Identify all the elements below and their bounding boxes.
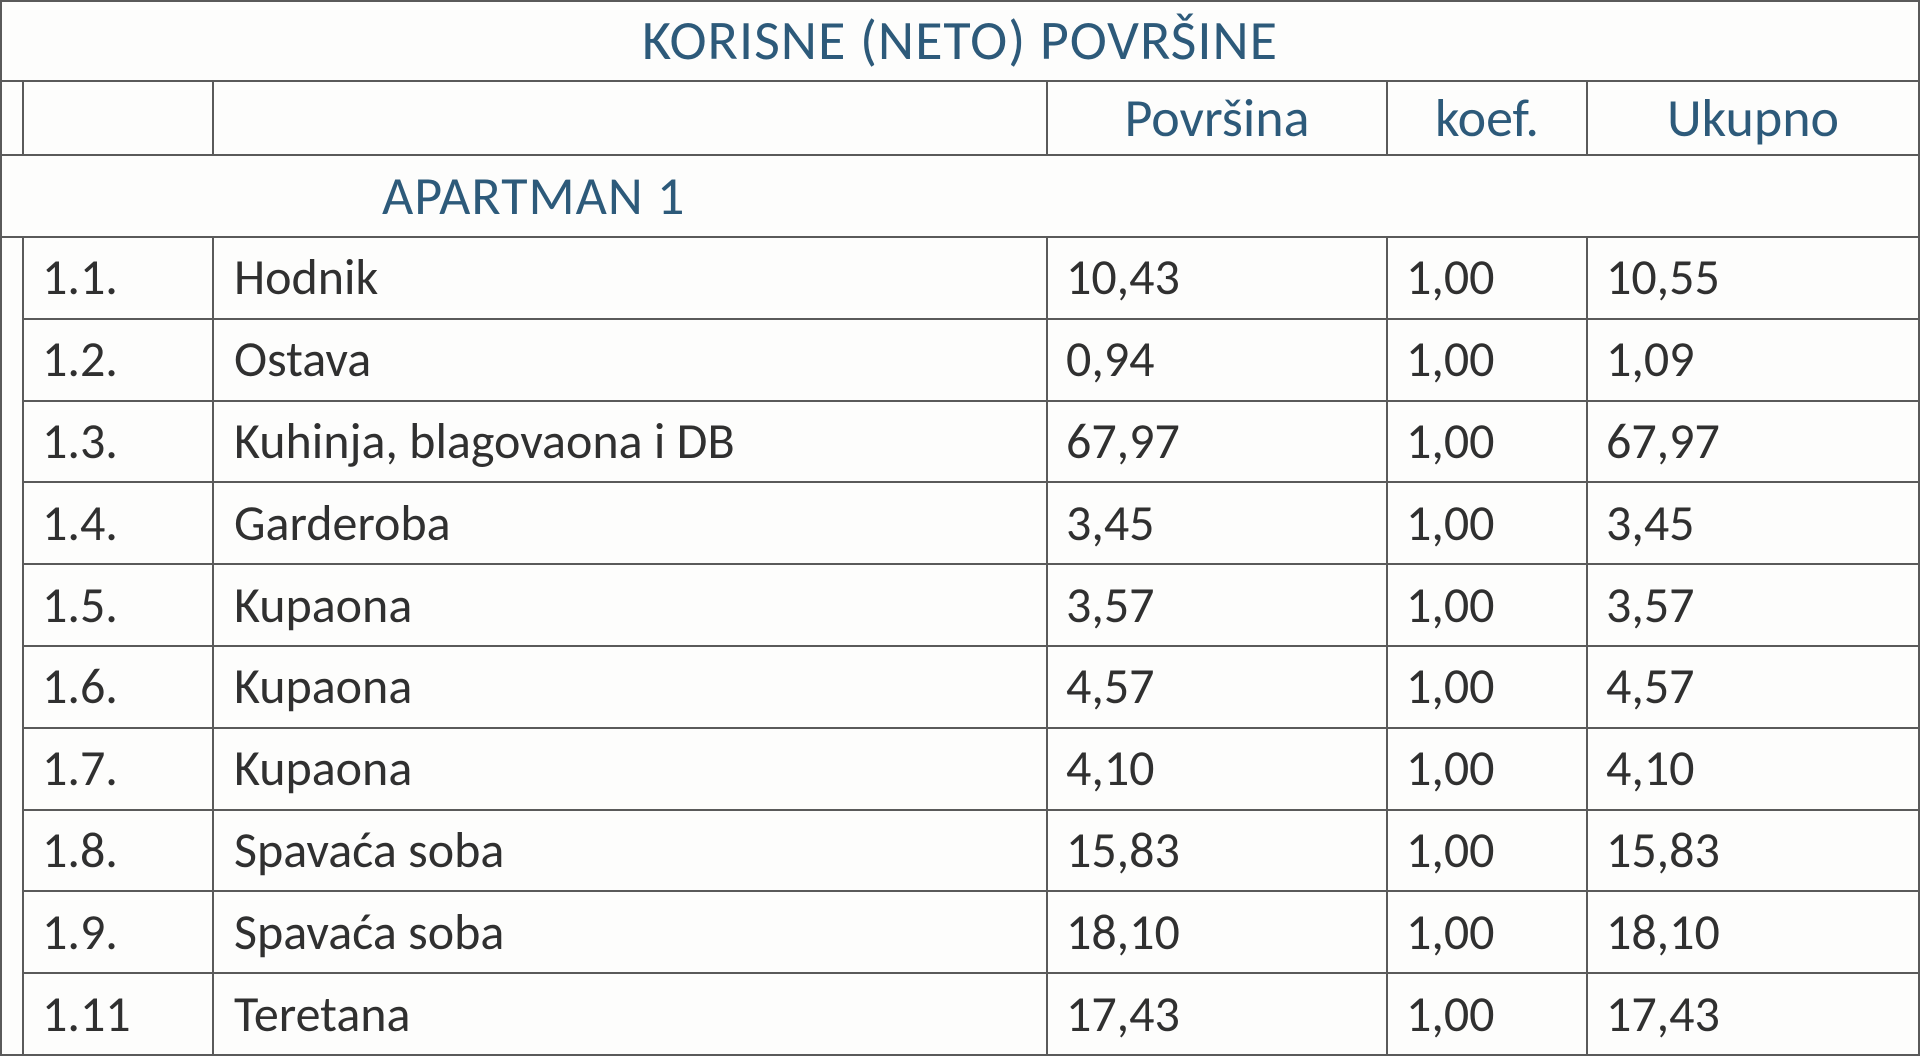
cell-coef: 1,00 [1388, 402, 1588, 482]
cell-name: Garderoba [214, 483, 1048, 563]
cell-area: 4,10 [1048, 729, 1388, 809]
cell-area: 67,97 [1048, 402, 1388, 482]
cell-coef: 1,00 [1388, 811, 1588, 891]
table-title: KORISNE (NETO) POVRŠINE [2, 2, 1918, 82]
header-number [24, 82, 214, 154]
table-row: 1.9.Spavaća soba18,101,0018,10 [24, 892, 1918, 974]
cell-coef: 1,00 [1388, 320, 1588, 400]
table-rows: 1.1.Hodnik10,431,0010,551.2.Ostava0,941,… [24, 238, 1918, 1054]
cell-area: 15,83 [1048, 811, 1388, 891]
table-row: 1.7.Kupaona4,101,004,10 [24, 729, 1918, 811]
cell-total: 3,45 [1588, 483, 1918, 563]
cell-number: 1.4. [24, 483, 214, 563]
cell-coef: 1,00 [1388, 565, 1588, 645]
cell-area: 0,94 [1048, 320, 1388, 400]
cell-number: 1.11 [24, 974, 214, 1054]
cell-total: 10,55 [1588, 238, 1918, 318]
header-name [214, 82, 1048, 154]
cell-number: 1.9. [24, 892, 214, 972]
cell-area: 4,57 [1048, 647, 1388, 727]
cell-coef: 1,00 [1388, 974, 1588, 1054]
cell-area: 3,57 [1048, 565, 1388, 645]
table-row: 1.8.Spavaća soba15,831,0015,83 [24, 811, 1918, 893]
table-body: 1.1.Hodnik10,431,0010,551.2.Ostava0,941,… [2, 238, 1918, 1054]
section-heading: APARTMAN 1 [2, 156, 1918, 238]
cell-coef: 1,00 [1388, 892, 1588, 972]
header-area: Površina [1048, 82, 1388, 154]
cell-area: 18,10 [1048, 892, 1388, 972]
cell-total: 17,43 [1588, 974, 1918, 1054]
area-table: KORISNE (NETO) POVRŠINE Površina koef. U… [0, 0, 1920, 1056]
cell-name: Kupaona [214, 565, 1048, 645]
table-row: 1.4.Garderoba3,451,003,45 [24, 483, 1918, 565]
cell-name: Kupaona [214, 729, 1048, 809]
cell-name: Teretana [214, 974, 1048, 1054]
cell-area: 10,43 [1048, 238, 1388, 318]
cell-number: 1.3. [24, 402, 214, 482]
cell-coef: 1,00 [1388, 483, 1588, 563]
table-row: 1.5.Kupaona3,571,003,57 [24, 565, 1918, 647]
cell-coef: 1,00 [1388, 729, 1588, 809]
cell-name: Spavaća soba [214, 811, 1048, 891]
cell-coef: 1,00 [1388, 647, 1588, 727]
gutter-cell [2, 82, 24, 154]
cell-total: 67,97 [1588, 402, 1918, 482]
cell-number: 1.1. [24, 238, 214, 318]
gutter-column [2, 238, 24, 1054]
table-row: 1.6.Kupaona4,571,004,57 [24, 647, 1918, 729]
cell-number: 1.7. [24, 729, 214, 809]
cell-total: 15,83 [1588, 811, 1918, 891]
cell-name: Spavaća soba [214, 892, 1048, 972]
cell-name: Kupaona [214, 647, 1048, 727]
cell-name: Hodnik [214, 238, 1048, 318]
cell-name: Ostava [214, 320, 1048, 400]
cell-total: 4,10 [1588, 729, 1918, 809]
cell-area: 17,43 [1048, 974, 1388, 1054]
cell-area: 3,45 [1048, 483, 1388, 563]
header-coef: koef. [1388, 82, 1588, 154]
cell-number: 1.5. [24, 565, 214, 645]
cell-total: 18,10 [1588, 892, 1918, 972]
cell-total: 3,57 [1588, 565, 1918, 645]
cell-number: 1.8. [24, 811, 214, 891]
table-row: 1.11Teretana17,431,0017,43 [24, 974, 1918, 1054]
cell-total: 1,09 [1588, 320, 1918, 400]
header-total: Ukupno [1588, 82, 1918, 154]
table-row: 1.3.Kuhinja, blagovaona i DB67,971,0067,… [24, 402, 1918, 484]
table-row: 1.2.Ostava0,941,001,09 [24, 320, 1918, 402]
cell-number: 1.2. [24, 320, 214, 400]
cell-total: 4,57 [1588, 647, 1918, 727]
cell-name: Kuhinja, blagovaona i DB [214, 402, 1048, 482]
cell-coef: 1,00 [1388, 238, 1588, 318]
cell-number: 1.6. [24, 647, 214, 727]
table-row: 1.1.Hodnik10,431,0010,55 [24, 238, 1918, 320]
column-headers: Površina koef. Ukupno [2, 82, 1918, 156]
